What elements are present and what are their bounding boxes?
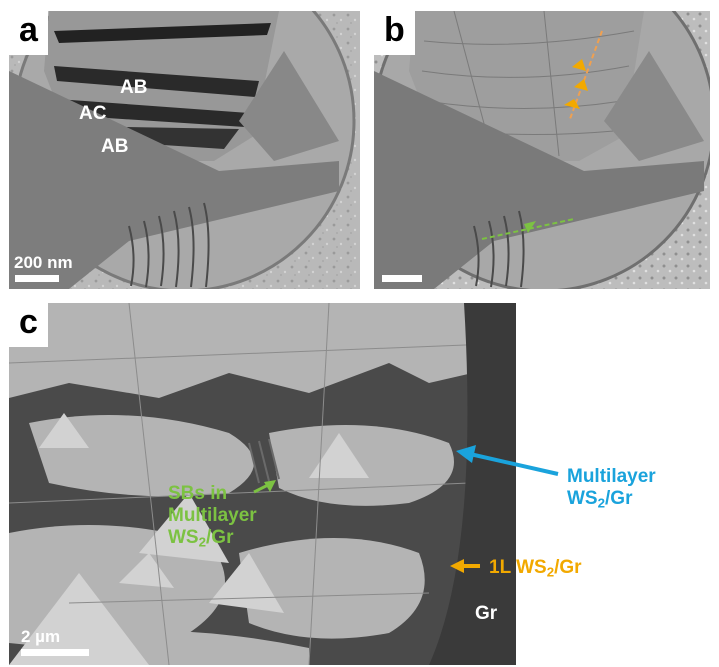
annotation-multilayer-ws2-gr: Multilayer WS2/Gr: [567, 466, 719, 510]
scale-bar-label-c: 2 µm: [21, 627, 61, 646]
annotation-multilayer-subscript: 2: [597, 495, 606, 511]
annotation-sbs-multilayer: SBs in Multilayer WS2/Gr: [168, 483, 257, 549]
annotation-sbs-subscript: 2: [198, 534, 207, 549]
stacking-label-ab-top: AB: [120, 77, 148, 98]
annotation-multilayer-tail: /Gr: [605, 487, 633, 509]
panel-label-c: c: [9, 303, 48, 347]
panel-b: b: [374, 11, 710, 289]
graphite-label: Gr: [475, 603, 498, 624]
annotation-1l-tail: /Gr: [554, 557, 582, 578]
annotation-sbs-line1: SBs in: [168, 483, 228, 504]
panel-label-a: a: [9, 11, 48, 55]
stacking-label-ac: AC: [79, 103, 107, 124]
panel-b-image: [374, 11, 710, 289]
panel-c: c 2 µm Gr: [9, 303, 516, 665]
annotation-sbs-tail: /Gr: [206, 526, 234, 548]
scale-bar-b: [382, 275, 422, 282]
panel-a: a AB AC AB 200 nm: [9, 11, 360, 289]
annotation-1l-subscript: 2: [546, 564, 555, 580]
annotation-sbs-line3: WS2/Gr: [168, 527, 257, 550]
scale-bar-label-a: 200 nm: [14, 253, 73, 272]
annotation-1l-text: 1L WS: [489, 557, 547, 578]
panel-c-image: [9, 303, 516, 665]
panel-label-b: b: [374, 11, 415, 55]
scale-bar-c: [21, 649, 89, 656]
annotation-sbs-line2: Multilayer: [168, 504, 257, 526]
annotation-sbs-ws: WS: [168, 526, 199, 548]
scale-bar-a: [15, 275, 59, 282]
panel-a-image: [9, 11, 360, 289]
annotation-1l-ws2-gr: 1L WS2/Gr: [489, 557, 582, 580]
annotation-multilayer-text: Multilayer WS: [567, 466, 656, 509]
stacking-label-ab-bottom: AB: [101, 136, 129, 157]
